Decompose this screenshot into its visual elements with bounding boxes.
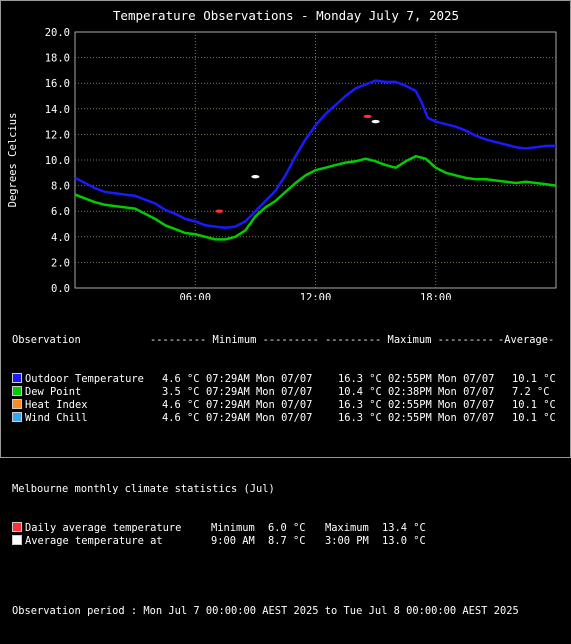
climate-a-label: Minimum [211, 522, 255, 534]
row-max-time: 02:38PM Mon 07/07 [388, 386, 495, 398]
climate-name: Average temperature at [25, 535, 163, 547]
row-name: Heat Index [25, 399, 88, 411]
row-max: 10.4 °C [338, 386, 382, 398]
climate-a-value: 8.7 °C [268, 535, 306, 547]
climate-heading: Melbourne monthly climate statistics (Ju… [12, 483, 567, 496]
observation-rows: Outdoor Temperature 4.6 °C 07:29AM Mon 07/… [12, 373, 567, 425]
climate-a-label: 9:00 AM [211, 535, 255, 547]
climate-row: Daily average temperature Minimum 6.0 °C Ma… [12, 522, 567, 535]
row-max-time: 02:55PM Mon 07/07 [388, 373, 495, 385]
y-tick-label: 16.0 [45, 78, 70, 90]
row-avg: 10.1 °C [512, 399, 556, 411]
grid-lines [75, 32, 556, 288]
row-max: 16.3 °C [338, 373, 382, 385]
climate-name: Daily average temperature [25, 522, 182, 534]
climate-rows: Daily average temperature Minimum 6.0 °C Ma… [12, 522, 567, 548]
y-tick-label: 10.0 [45, 155, 70, 167]
row-name: Wind Chill [25, 412, 88, 424]
climate-b-label: Maximum [325, 522, 369, 534]
row-min-time: 07:29AM Mon 07/07 [206, 386, 313, 398]
series-line-dew-point [74, 154, 557, 241]
row-min: 4.6 °C [162, 412, 200, 424]
y-tick-labels: 0.0 2.0 4.0 6.0 8.0 10.0 12.0 14.0 16.0 18.0 20.0 [45, 27, 70, 295]
legend-swatch [12, 522, 22, 532]
maximum-header: --------- Maximum --------- [325, 334, 494, 346]
climate-marker-daily-max [363, 114, 372, 119]
minimum-header: --------- Minimum --------- [150, 334, 319, 346]
table-header: Observation --------- Minimum --------- … [12, 334, 567, 347]
climate-row: Average temperature at 9:00 AM 8.7 °C 3:00 … [12, 535, 567, 548]
statistics-panel: Observation --------- Minimum --------- … [12, 308, 567, 631]
y-axis-label: Degrees Celcius [7, 113, 19, 208]
y-tick-label: 0.0 [51, 283, 70, 295]
row-min: 4.6 °C [162, 399, 200, 411]
table-row: Dew Point 3.5 °C 07:29AM Mon 07/07 10.4 °C 0… [12, 386, 567, 399]
legend-swatch [12, 412, 22, 422]
observation-header: Observation [12, 334, 81, 346]
climate-marker-avg-9am [251, 174, 260, 179]
y-tick-label: 8.0 [51, 181, 70, 193]
x-tick-labels: 06:00 12:00 18:00 [179, 292, 451, 300]
y-tick-label: 12.0 [45, 129, 70, 141]
row-name: Outdoor Temperature [25, 373, 144, 385]
y-tick-label: 6.0 [51, 206, 70, 218]
climate-a-value: 6.0 °C [268, 522, 306, 534]
y-tick-label: 18.0 [45, 53, 70, 65]
row-name: Dew Point [25, 386, 82, 398]
legend-swatch [12, 535, 22, 545]
row-avg: 10.1 °C [512, 412, 556, 424]
legend-swatch [12, 399, 22, 409]
climate-b-value: 13.4 °C [382, 522, 426, 534]
y-tick-label: 2.0 [51, 257, 70, 269]
row-avg: 7.2 °C [512, 386, 550, 398]
spacer [12, 574, 567, 579]
x-tick-label: 12:00 [300, 292, 332, 300]
row-min-time: 07:29AM Mon 07/07 [206, 412, 313, 424]
row-max: 16.3 °C [338, 399, 382, 411]
x-tick-label: 06:00 [179, 292, 211, 300]
climate-heading-text: Melbourne monthly climate statistics (Ju… [12, 483, 275, 495]
row-max-time: 02:55PM Mon 07/07 [388, 412, 495, 424]
row-min: 3.5 °C [162, 386, 200, 398]
climate-b-label: 3:00 PM [325, 535, 369, 547]
chart-title: Temperature Observations - Monday July 7… [113, 8, 459, 23]
climate-marker-avg-3pm [371, 119, 380, 124]
y-tick-label: 14.0 [45, 104, 70, 116]
series-line-outdoor-temperature [74, 79, 556, 230]
table-row: Wind Chill 4.6 °C 07:29AM Mon 07/07 16.3 °C… [12, 412, 567, 425]
legend-swatch [12, 373, 22, 383]
y-tick-label: 20.0 [45, 27, 70, 39]
series-lines [74, 79, 557, 241]
observation-period-text: Observation period : Mon Jul 7 00:00:00 … [12, 605, 519, 617]
row-max: 16.3 °C [338, 412, 382, 424]
y-tick-label: 4.0 [51, 232, 70, 244]
observation-period: Observation period : Mon Jul 7 00:00:00 … [12, 605, 567, 618]
row-max-time: 02:55PM Mon 07/07 [388, 399, 495, 411]
spacer [12, 451, 567, 457]
row-avg: 10.1 °C [512, 373, 556, 385]
x-tick-label: 18:00 [420, 292, 452, 300]
temperature-chart: Temperature Observations - Monday July 7… [7, 8, 557, 300]
row-min: 4.6 °C [162, 373, 200, 385]
climate-markers [215, 114, 380, 213]
legend-swatch [12, 386, 22, 396]
row-min-time: 07:29AM Mon 07/07 [206, 399, 313, 411]
climate-b-value: 13.0 °C [382, 535, 426, 547]
table-row: Heat Index 4.6 °C 07:29AM Mon 07/07 16.3 °C… [12, 399, 567, 412]
average-header: -Average- [498, 334, 555, 346]
climate-marker-daily-min [215, 209, 224, 213]
row-min-time: 07:29AM Mon 07/07 [206, 373, 313, 385]
table-row: Outdoor Temperature 4.6 °C 07:29AM Mon 07/… [12, 373, 567, 386]
